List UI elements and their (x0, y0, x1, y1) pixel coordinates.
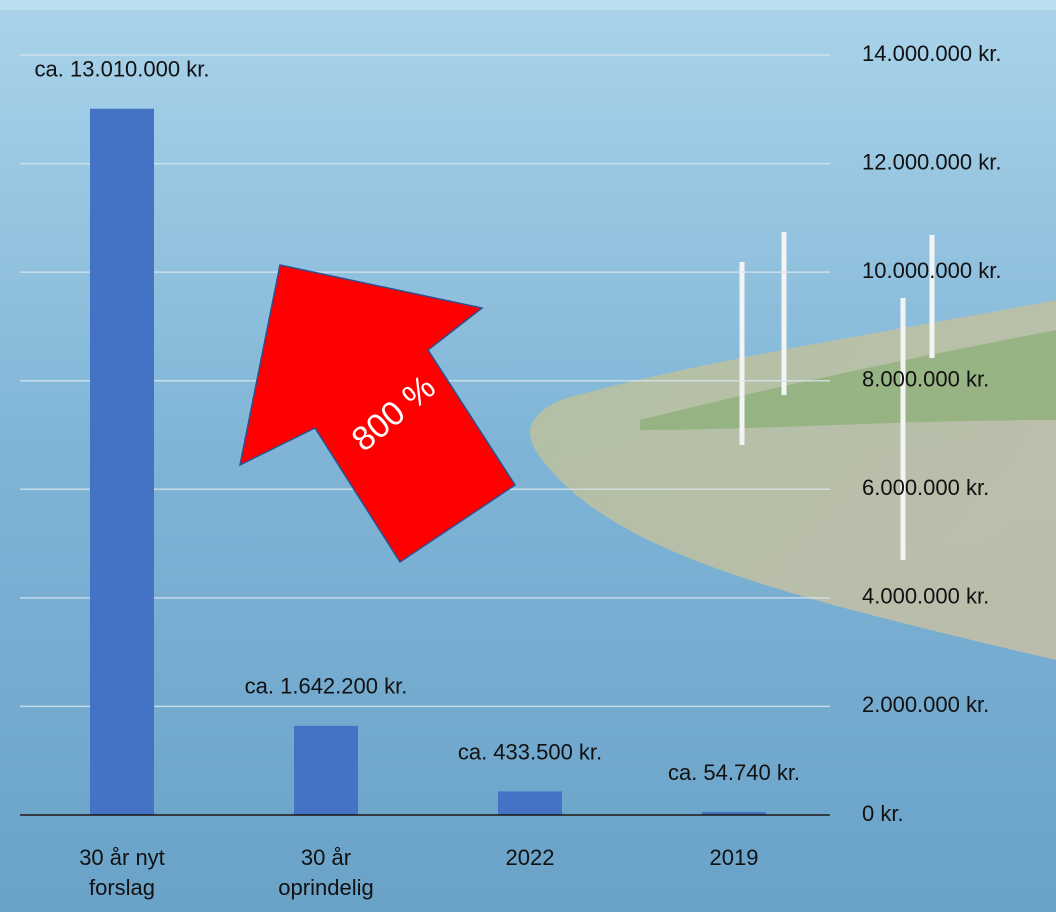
chart: 0 kr. 2.000.000 kr. 4.000.000 kr. 6.000.000… (0, 0, 1056, 912)
value-label: ca. 1.642.200 kr. (245, 674, 408, 699)
y-tick-label: 14.000.000 kr. (862, 41, 1001, 66)
y-tick-label: 4.000.000 kr. (862, 584, 989, 609)
y-tick-label: 6.000.000 kr. (862, 475, 989, 500)
x-tick-label: 2019 (674, 843, 794, 873)
bar (498, 791, 562, 815)
y-tick-label: 8.000.000 kr. (862, 367, 989, 392)
top-band (0, 0, 1056, 10)
x-tick-label: 2022 (470, 843, 590, 873)
bar (294, 726, 358, 815)
value-label: ca. 433.500 kr. (458, 739, 602, 764)
y-tick-label: 10.000.000 kr. (862, 258, 1001, 283)
y-tick-label: 12.000.000 kr. (862, 149, 1001, 174)
x-tick-label: 30 år nyt forslag (62, 843, 182, 903)
value-label: ca. 13.010.000 kr. (35, 57, 210, 82)
x-tick-label: 30 år oprindelig (266, 843, 386, 903)
page: {"chart_data": {"type": "bar", "annotati… (0, 0, 1056, 912)
y-tick-label: 0 kr. (862, 801, 904, 826)
value-label: ca. 54.740 kr. (668, 760, 800, 785)
y-tick-label: 2.000.000 kr. (862, 692, 989, 717)
bar (90, 109, 154, 815)
